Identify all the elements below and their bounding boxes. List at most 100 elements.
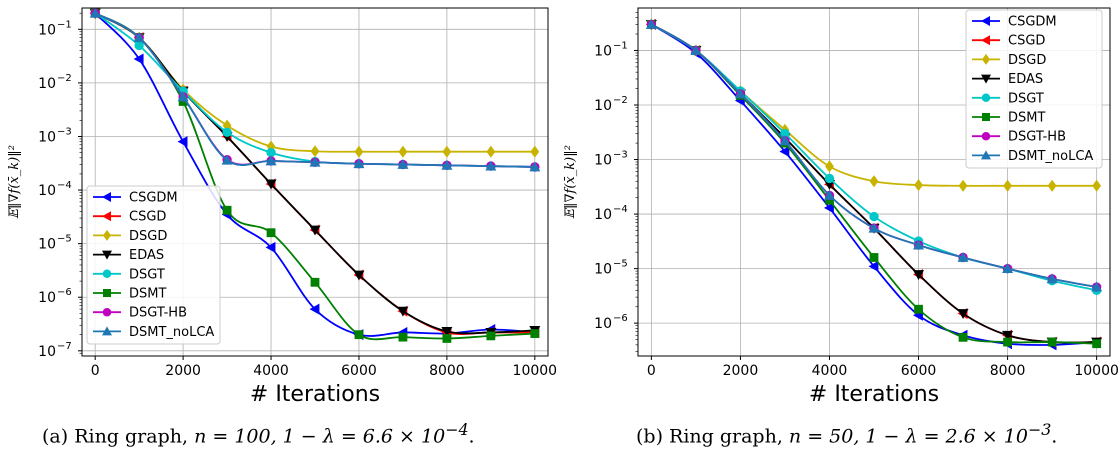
- y-tick-exponent: −2: [57, 73, 72, 84]
- legend-marker-edas: [981, 74, 991, 84]
- plot-frame: [81, 7, 549, 357]
- data-point-dsmt-nolca: [1091, 281, 1103, 292]
- data-point-dsmt: [869, 253, 879, 262]
- data-point-dsmt-nolca: [133, 32, 145, 43]
- y-tick-label: 10: [38, 290, 56, 306]
- legend-marker-dsgd: [982, 53, 990, 65]
- data-point-dsmt-nolca: [779, 135, 791, 146]
- y-tick-exponent: −1: [613, 40, 628, 51]
- figure-canvas: 0 2000 4000 6000 8000 1000010−710−610−510−410…: [7, 7, 1119, 407]
- data-point-dsmt-nolca: [1046, 273, 1058, 284]
- data-point-dsmt-nolca: [353, 158, 365, 169]
- caption-a-math: n = 100, 1 − λ = 6.6 × 10: [194, 425, 446, 448]
- y-tick-exponent: −1: [57, 19, 72, 30]
- legend-marker-csgd: [102, 211, 111, 222]
- y-tick-label: 10: [38, 344, 56, 360]
- legend-label-edas: EDAS: [1008, 72, 1043, 87]
- data-point-edas: [265, 179, 277, 190]
- legend-label-dsmt-nolca: DSMT_noLCA: [129, 325, 214, 340]
- data-point-dsmt-nolca: [1002, 263, 1014, 274]
- data-point-dsmt-nolca: [441, 159, 453, 170]
- data-point-dsmt: [530, 329, 540, 338]
- series-group: [645, 18, 1103, 351]
- legend-marker-csgdm: [981, 16, 990, 26]
- legend-label-csgd: CSGD: [1008, 34, 1045, 49]
- data-point-dsmt-nolca: [485, 160, 497, 171]
- x-tick-label: 6000: [341, 363, 377, 379]
- data-point-dsmt: [958, 332, 968, 342]
- x-tick-label: 2000: [723, 363, 759, 379]
- caption-b-label: (b) Ring graph,: [636, 425, 783, 448]
- chart-panel-a: 0 2000 4000 6000 8000 1000010−710−610−510−410…: [7, 7, 557, 407]
- legend-label-dsmt: DSMT: [129, 287, 166, 302]
- y-tick-label: 10: [38, 129, 56, 145]
- legend-label-csgd: CSGD: [129, 210, 166, 225]
- y-tick-label: 10: [594, 316, 612, 332]
- data-point-dsgt: [222, 127, 232, 137]
- legend-label-dsgt: DSGT: [1008, 91, 1044, 106]
- data-point-csgdm: [868, 260, 879, 272]
- caption-b-exponent: −3: [1027, 420, 1052, 439]
- legend-marker-csgd: [981, 35, 990, 46]
- data-point-csgdm: [265, 241, 276, 253]
- legend-marker-csgdm: [102, 192, 111, 202]
- data-point-dsmt: [222, 205, 232, 215]
- data-point-dsmt: [1047, 337, 1057, 347]
- data-point-dsgd: [869, 175, 879, 188]
- data-point-edas: [913, 270, 925, 281]
- x-tick-label: 8000: [429, 363, 465, 379]
- legend-label-dsgt-hb: DSGT-HB: [129, 306, 187, 321]
- caption-a: (a) Ring graph, n = 100, 1 − λ = 6.6 × 1…: [42, 420, 475, 448]
- data-point-edas: [823, 179, 835, 190]
- data-point-dsgd: [1092, 179, 1102, 192]
- data-point-dsmt-nolca: [177, 91, 189, 102]
- legend-label-dsmt-nolca: DSMT_noLCA: [1008, 149, 1093, 164]
- legend-marker-dsgd: [103, 229, 111, 241]
- legend-label-dsgd: DSGD: [1008, 53, 1046, 68]
- y-tick-exponent: −3: [613, 150, 628, 161]
- data-point-dsmt: [825, 195, 834, 205]
- legend-marker-dsmt-nolca: [981, 150, 991, 160]
- y-tick-label: 10: [38, 76, 56, 92]
- y-tick-label: 10: [594, 207, 612, 223]
- legend-label-dsmt: DSMT: [1008, 111, 1045, 126]
- y-tick-label: 10: [38, 237, 56, 253]
- legend-label-dsgt: DSGT: [129, 267, 165, 282]
- y-tick-exponent: −2: [613, 95, 628, 106]
- legend-label-edas: EDAS: [129, 248, 164, 263]
- data-point-dsgd: [530, 145, 540, 158]
- series-line-dsmt-nolca: [94, 12, 535, 168]
- caption-b: (b) Ring graph, n = 50, 1 − λ = 2.6 × 10…: [636, 420, 1058, 448]
- data-point-edas: [397, 306, 409, 317]
- caption-a-exponent: −4: [445, 420, 469, 439]
- legend-marker-dsgt-hb: [981, 131, 991, 141]
- data-point-dsgd: [354, 145, 364, 158]
- x-axis-label: # Iterations: [809, 382, 939, 407]
- data-point-dsmt: [914, 304, 923, 314]
- y-tick-exponent: −4: [57, 180, 72, 191]
- y-tick-exponent: −4: [613, 204, 628, 215]
- series-group: [89, 8, 541, 343]
- y-tick-label: 10: [38, 22, 56, 38]
- plot-frame: [637, 7, 1111, 357]
- y-tick-exponent: −6: [57, 287, 72, 298]
- data-point-dsmt: [398, 332, 408, 342]
- legend-marker-dsmt: [982, 113, 990, 121]
- legend-box: [86, 185, 221, 345]
- data-point-dsgd: [958, 179, 968, 192]
- data-point-dsgd: [222, 119, 232, 132]
- legend-marker-dsmt: [103, 289, 111, 297]
- data-point-dsgt: [134, 40, 144, 51]
- x-tick-label: 10000: [513, 363, 558, 379]
- x-tick-label: 0: [91, 363, 100, 379]
- data-point-edas: [309, 225, 321, 236]
- data-point-edas: [441, 327, 453, 337]
- series-line-dsgt-hb: [94, 12, 535, 168]
- data-point-dsmt: [266, 228, 276, 238]
- data-point-dsgd: [486, 145, 496, 158]
- y-tick-label: 10: [594, 262, 612, 278]
- data-point-dsgd: [310, 145, 320, 158]
- data-point-dsmt-nolca: [645, 18, 657, 29]
- legend-label-dsgd: DSGD: [129, 229, 167, 244]
- y-tick-exponent: −5: [613, 259, 628, 270]
